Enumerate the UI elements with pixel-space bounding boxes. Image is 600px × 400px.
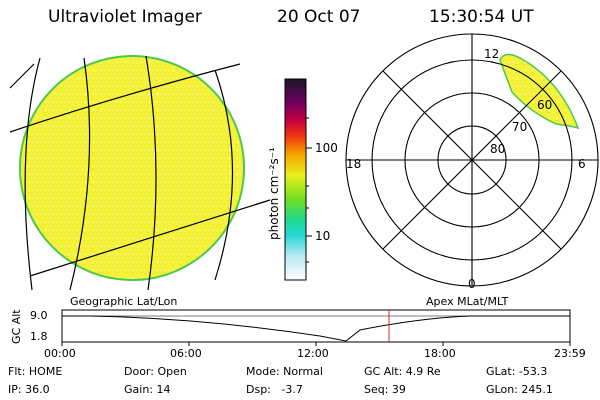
status-glon: GLon: 245.1 bbox=[486, 383, 553, 396]
lat-label-70: 70 bbox=[512, 120, 528, 134]
time-tick-0000: 00:00 bbox=[44, 347, 76, 360]
status-glat: GLat: -53.3 bbox=[486, 365, 548, 378]
time-tick-1200: 12:00 bbox=[297, 347, 329, 360]
mlt-label-18: 18 bbox=[346, 157, 362, 171]
time-tick-1800: 18:00 bbox=[424, 347, 456, 360]
status-flight: Flt: HOME bbox=[8, 365, 63, 378]
polar-mlt-plot bbox=[345, 33, 599, 287]
mlt-label-6: 6 bbox=[578, 157, 586, 171]
colorbar-tick-10: 10 bbox=[315, 229, 331, 243]
time-label: 15:30:54 UT bbox=[429, 7, 534, 27]
status-door: Door: Open bbox=[124, 365, 187, 378]
mlt-label-0: 0 bbox=[468, 277, 476, 291]
intensity-colorbar bbox=[284, 78, 312, 281]
time-tick-0600: 06:00 bbox=[170, 347, 202, 360]
colorbar-unit-label: photon cm⁻²s⁻¹ bbox=[267, 147, 281, 240]
mlt-label-12: 12 bbox=[484, 47, 500, 61]
auroral-oval bbox=[499, 53, 580, 130]
altitude-axis-label: GC Alt bbox=[10, 309, 23, 344]
status-seq: Seq: 39 bbox=[364, 383, 406, 396]
lat-label-60: 60 bbox=[537, 98, 553, 112]
left-panel-caption: Geographic Lat/Lon bbox=[70, 295, 178, 308]
colorbar-tick-100: 100 bbox=[315, 141, 338, 155]
instrument-title: Ultraviolet Imager bbox=[48, 7, 202, 27]
lat-label-80: 80 bbox=[490, 142, 506, 156]
altitude-tick-1-8: 1.8 bbox=[30, 330, 48, 343]
altitude-tick-9-0: 9.0 bbox=[30, 309, 48, 322]
date-label: 20 Oct 07 bbox=[277, 7, 361, 27]
geographic-grid bbox=[9, 55, 271, 291]
time-tick-2359: 23:59 bbox=[554, 347, 586, 360]
status-gc-alt: GC Alt: 4.9 Re bbox=[364, 365, 441, 378]
right-panel-caption: Apex MLat/MLT bbox=[426, 295, 509, 308]
earth-disk-image bbox=[9, 55, 271, 291]
status-ip: IP: 36.0 bbox=[8, 383, 50, 396]
status-dsp: Dsp: -3.7 bbox=[246, 383, 303, 396]
status-gain: Gain: 14 bbox=[124, 383, 171, 396]
altitude-strip-chart bbox=[61, 309, 571, 346]
status-mode: Mode: Normal bbox=[246, 365, 323, 378]
